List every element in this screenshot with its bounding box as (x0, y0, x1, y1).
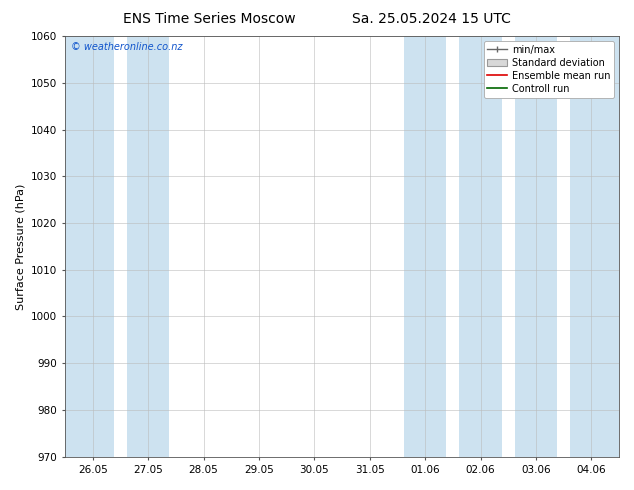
Text: © weatheronline.co.nz: © weatheronline.co.nz (70, 43, 182, 52)
Y-axis label: Surface Pressure (hPa): Surface Pressure (hPa) (15, 183, 25, 310)
Bar (570, 36, 619, 457)
Bar (460, 36, 501, 457)
Bar (127, 36, 169, 457)
Bar (515, 36, 557, 457)
Bar (404, 36, 446, 457)
Bar (65, 36, 114, 457)
Text: ENS Time Series Moscow: ENS Time Series Moscow (123, 12, 295, 26)
Text: Sa. 25.05.2024 15 UTC: Sa. 25.05.2024 15 UTC (352, 12, 510, 26)
Legend: min/max, Standard deviation, Ensemble mean run, Controll run: min/max, Standard deviation, Ensemble me… (484, 41, 614, 98)
